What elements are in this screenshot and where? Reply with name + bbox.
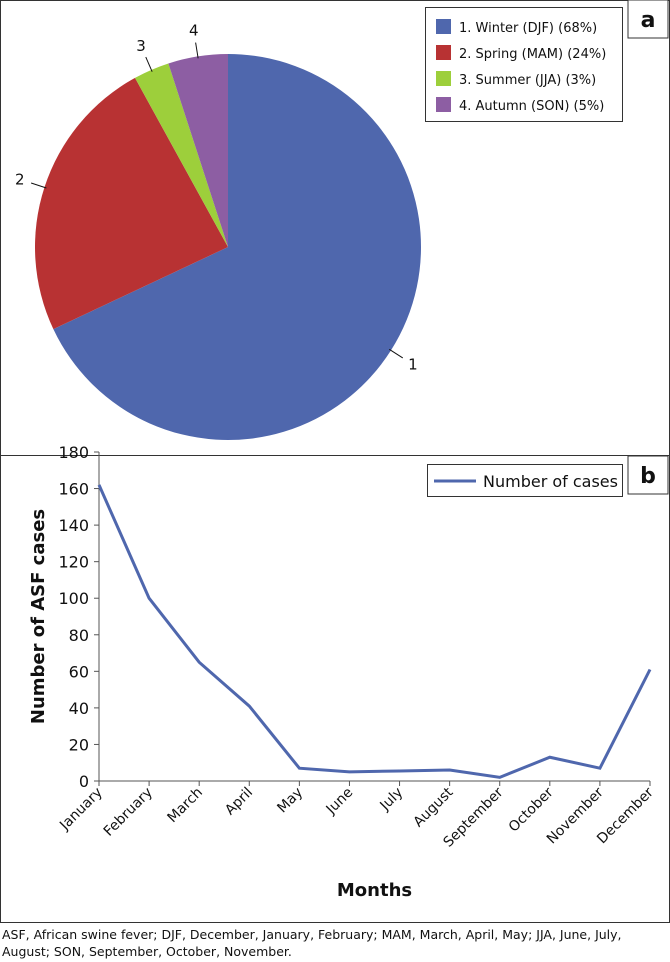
panel-label: a [641,8,656,33]
legend-box [425,7,623,122]
slice-label: 4 [189,22,199,40]
x-axis-title: Months [337,880,412,901]
x-tick-label: May [274,785,306,817]
legend-label: 2. Spring (MAM) (24%) [459,47,606,62]
legend-label: 1. Winter (DJF) (68%) [459,21,597,36]
y-tick-label: 180 [58,443,89,462]
legend-label: 4. Autumn (SON) (5%) [459,99,604,114]
x-tick-label: July [377,785,407,815]
slice-label: 2 [15,170,25,188]
panel-border [0,455,670,923]
y-axis-title: Number of ASF cases [28,509,49,724]
leader-line [30,182,47,189]
panel-label-box [627,0,669,39]
x-tick-label: June [323,785,357,819]
leader-line [195,42,199,59]
legend-swatch [436,19,451,34]
y-tick-label: 0 [79,772,89,791]
pie-slice [135,63,228,247]
data-line [97,484,652,779]
x-tick-label: January [56,785,106,835]
x-tick-label: August [411,784,457,830]
x-tick-label: April [222,785,256,819]
legend-swatch [436,97,451,112]
legend-label: 3. Summer (JJA) (3%) [459,73,596,88]
y-tick-label: 80 [69,626,89,645]
caption: ASF, African swine fever; DJF, December,… [2,927,622,959]
pie-slice [168,54,228,247]
legend-swatch [436,71,451,86]
pie-slice [53,54,421,441]
x-tick-label: March [165,785,206,826]
panel-label-box [627,455,669,495]
y-tick-label: 20 [69,735,89,754]
y-tick-label: 100 [58,589,89,608]
y-tick-label: 160 [58,480,89,499]
panel-label: b [640,464,656,489]
legend-label: Number of cases [483,472,618,491]
y-tick-label: 120 [58,553,89,572]
x-tick-label: October [506,784,557,835]
slice-label: 3 [136,37,146,55]
pie-slice [35,77,228,330]
x-tick-label: February [101,785,156,840]
leader-line [145,56,153,72]
slice-label: 1 [408,355,418,373]
y-tick-label: 140 [58,516,89,535]
chart: 1 2 3 4 1. Winter (DJF) (68%) 2. Spring (MAM)… [0,0,670,923]
leader-line [388,348,404,359]
y-tick-label: 60 [69,662,89,681]
y-tick-label: 40 [69,699,89,718]
legend-swatch [436,45,451,60]
